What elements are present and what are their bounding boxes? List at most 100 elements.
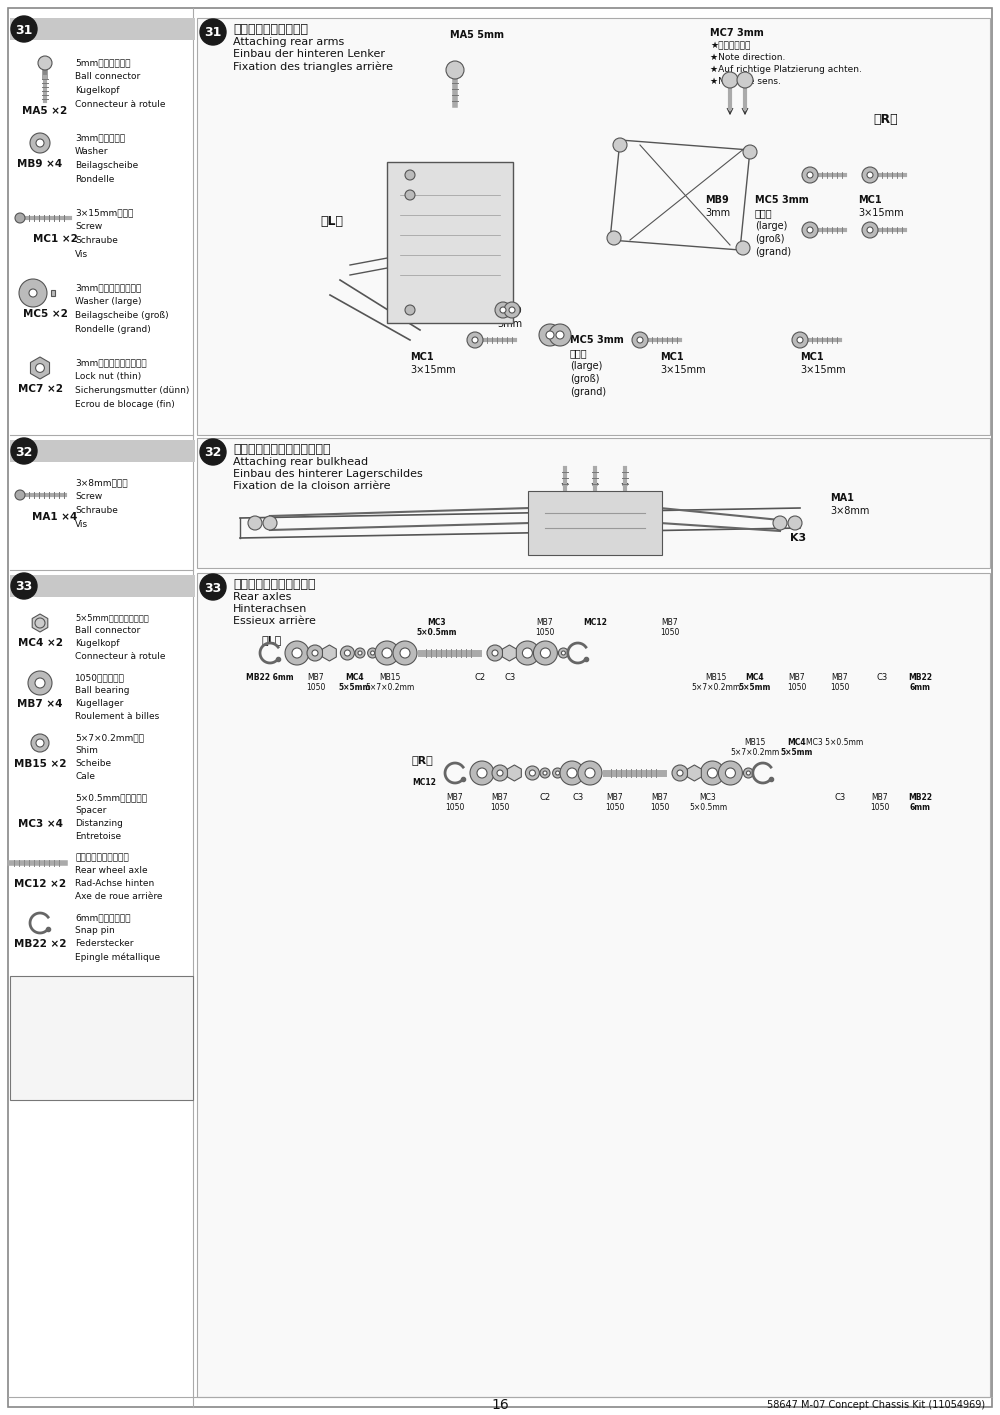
Text: (grand): (grand) [570, 386, 606, 398]
Text: 3mm: 3mm [497, 318, 523, 330]
Text: (large): (large) [755, 221, 787, 231]
Circle shape [672, 766, 688, 781]
Text: MC1: MC1 [800, 352, 824, 362]
Circle shape [540, 768, 550, 778]
Text: MB9: MB9 [498, 306, 522, 316]
Circle shape [470, 761, 494, 785]
Text: MB7
1050: MB7 1050 [650, 792, 670, 812]
Text: MC7 3mm: MC7 3mm [710, 28, 764, 38]
Text: abgebildet bohren.: abgebildet bohren. [18, 1051, 98, 1061]
Circle shape [802, 222, 818, 238]
Bar [10, 574, 195, 597]
Text: Connecteur à rotule: Connecteur à rotule [75, 100, 166, 109]
Text: 6mmスナップピン: 6mmスナップピン [75, 913, 130, 923]
Text: C3: C3 [834, 792, 846, 802]
Text: Essieux arrière: Essieux arrière [233, 616, 316, 625]
Text: 3mmワッシャー（大）: 3mmワッシャー（大） [75, 283, 141, 291]
Circle shape [344, 649, 350, 657]
Text: MB15
5×7×0.2mm: MB15 5×7×0.2mm [730, 739, 780, 757]
Circle shape [393, 641, 417, 665]
Text: Connecteur à rotule: Connecteur à rotule [75, 652, 166, 661]
Text: MB9 ×4: MB9 ×4 [17, 158, 63, 168]
Text: Vis: Vis [75, 250, 88, 259]
Circle shape [467, 333, 483, 348]
Circle shape [446, 61, 464, 79]
Text: C2: C2 [539, 792, 551, 802]
Text: Axe de roue arrière: Axe de roue arrière [75, 891, 162, 901]
Circle shape [263, 516, 277, 531]
Circle shape [862, 222, 878, 238]
Text: MC5 ×2: MC5 ×2 [23, 308, 67, 318]
Circle shape [405, 190, 415, 200]
Circle shape [802, 167, 818, 183]
Circle shape [515, 641, 539, 665]
Text: Einbau der hinteren Lenker: Einbau der hinteren Lenker [233, 50, 385, 59]
Text: 《R》: 《R》 [873, 113, 898, 126]
Circle shape [504, 301, 520, 318]
Text: 58647 M-07 Concept Chassis Kit (11054969): 58647 M-07 Concept Chassis Kit (11054969… [767, 1399, 985, 1409]
Circle shape [556, 331, 564, 340]
Text: 3×15mm丸ビス: 3×15mm丸ビス [75, 208, 133, 216]
Text: MC5 3mm: MC5 3mm [570, 335, 624, 345]
Text: MC1: MC1 [410, 352, 434, 362]
Text: 3×15mm: 3×15mm [858, 208, 904, 218]
Circle shape [30, 133, 50, 153]
Text: Kugelkopf: Kugelkopf [75, 86, 120, 95]
Text: MC7 ×2: MC7 ×2 [18, 383, 62, 393]
Text: ★Make 2.5mm hole as shown.: ★Make 2.5mm hole as shown. [18, 1026, 145, 1034]
Text: (groß): (groß) [755, 233, 784, 243]
Text: MB22 6mm: MB22 6mm [246, 674, 294, 682]
Circle shape [549, 324, 571, 347]
Text: MA5 5mm: MA5 5mm [450, 30, 504, 40]
Text: 33: 33 [15, 580, 33, 593]
Circle shape [285, 641, 309, 665]
Text: 32: 32 [204, 447, 222, 460]
Text: 3×8mm: 3×8mm [830, 507, 869, 516]
Circle shape [35, 678, 45, 688]
Text: Federstecker: Federstecker [75, 940, 134, 948]
Text: 3mmロックナット（薄）: 3mmロックナット（薄） [75, 358, 147, 366]
Text: MC4 ×2: MC4 ×2 [18, 638, 62, 648]
Text: MA1: MA1 [830, 492, 854, 502]
Polygon shape [322, 645, 336, 661]
Text: ★Note direction.: ★Note direction. [710, 52, 785, 62]
Circle shape [607, 231, 621, 245]
Circle shape [525, 766, 539, 780]
Text: リヤホイールアクスル: リヤホイールアクスル [75, 853, 129, 862]
Polygon shape [507, 766, 521, 781]
Text: Ball connector: Ball connector [75, 625, 140, 635]
Text: Beilagscheibe (groß): Beilagscheibe (groß) [75, 311, 169, 320]
Circle shape [867, 226, 873, 233]
Text: MB9: MB9 [705, 195, 729, 205]
Text: MB7
1050: MB7 1050 [787, 674, 807, 692]
Circle shape [375, 641, 399, 665]
Bar [197, 573, 990, 1397]
Text: MB7
1050: MB7 1050 [445, 792, 465, 812]
Text: Hinterachsen: Hinterachsen [233, 604, 307, 614]
Text: 《L》: 《L》 [262, 635, 282, 645]
Circle shape [632, 333, 648, 348]
Text: Screw: Screw [75, 222, 102, 231]
Circle shape [11, 439, 37, 464]
Circle shape [613, 139, 627, 151]
Text: 16: 16 [491, 1398, 509, 1412]
Text: MC1 ×2: MC1 ×2 [33, 233, 77, 243]
Text: Ball connector: Ball connector [75, 72, 140, 81]
Circle shape [746, 771, 750, 775]
Text: MC3 5×0.5mm: MC3 5×0.5mm [806, 739, 864, 747]
Circle shape [585, 768, 595, 778]
Bar [197, 439, 990, 567]
Circle shape [773, 516, 787, 531]
Circle shape [497, 770, 503, 775]
Text: ★向きに注意。: ★向きに注意。 [710, 41, 750, 50]
Text: Fixation de la cloison arrière: Fixation de la cloison arrière [233, 481, 390, 491]
Polygon shape [502, 645, 516, 661]
Text: Ecrou de blocage (fin): Ecrou de blocage (fin) [75, 400, 175, 409]
Text: Shim: Shim [75, 746, 98, 756]
Text: Vis: Vis [75, 519, 88, 529]
Text: Attaching rear bulkhead: Attaching rear bulkhead [233, 457, 368, 467]
Circle shape [371, 651, 375, 655]
Text: MC3
5×0.5mm: MC3 5×0.5mm [417, 618, 457, 637]
Bar [197, 18, 990, 434]
Circle shape [807, 173, 813, 178]
